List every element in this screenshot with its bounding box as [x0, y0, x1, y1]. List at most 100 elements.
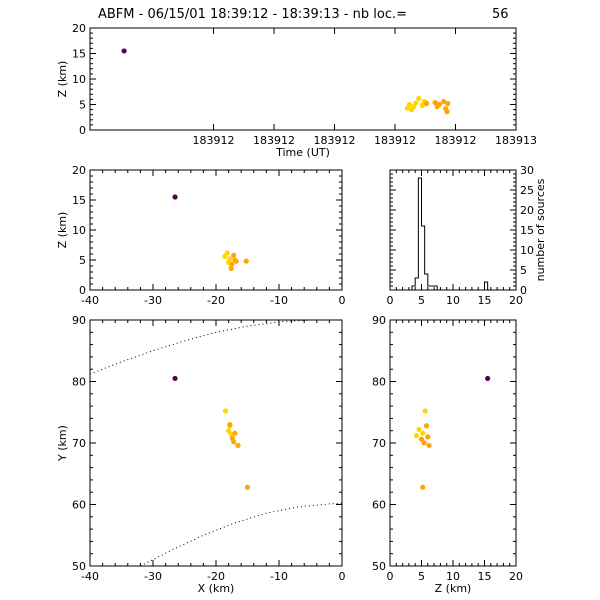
source-point: [421, 440, 427, 446]
x-tick-label: 183912: [314, 134, 356, 147]
histogram-step-line: [390, 177, 516, 291]
x-tick-label: 15: [478, 294, 492, 307]
x-tick-label: -40: [81, 570, 99, 583]
source-point: [426, 442, 432, 449]
x-tick-label: 15: [478, 570, 492, 583]
source-point: [425, 434, 431, 440]
x-tick-label: -10: [270, 294, 288, 307]
source-point: [419, 102, 425, 109]
plot-frame: [89, 319, 343, 567]
source-point: [172, 194, 178, 200]
y-tick-label: 5: [79, 254, 86, 267]
source-count: 56: [492, 7, 509, 22]
y-axis-label: Y (km): [56, 425, 69, 462]
plot-frame: [89, 169, 343, 291]
y-tick-label: 5: [520, 264, 527, 277]
x-axis-label: X (km): [198, 582, 235, 595]
y-tick-label: 60: [372, 499, 386, 512]
y-tick-label: 15: [72, 194, 86, 207]
y-tick-label: 60: [72, 499, 86, 512]
y-axis-label: Z (km): [56, 212, 69, 249]
source-point: [172, 375, 178, 382]
y-axis-label: Z (km): [56, 61, 69, 98]
source-point: [231, 252, 237, 258]
x-tick-label: 0: [387, 570, 394, 583]
source-point: [226, 428, 232, 434]
source-point: [228, 265, 234, 271]
x-tick-label: 20: [509, 570, 523, 583]
y-tick-label: 50: [372, 560, 386, 573]
x-tick-label: 5: [418, 570, 425, 583]
y-tick-label: 20: [520, 204, 534, 217]
x-tick-label: 183912: [374, 134, 416, 147]
source-point: [224, 250, 230, 256]
source-point: [406, 101, 413, 108]
panel-x-y: 50 60 70 80 90 -40 -30 -20 -10 0 X (km) Y (km): [56, 314, 346, 595]
y-tick-label: 0: [79, 124, 86, 137]
y-tick-label: 25: [520, 184, 534, 197]
x-tick-label: 10: [446, 294, 460, 307]
panel-z-y: 50 60 70 80 90 0 5 10 15 20 Z (km): [372, 314, 523, 595]
figure-title: ABFM - 06/15/01 18:39:12 - 18:39:13 - nb…: [98, 7, 407, 22]
source-point: [121, 48, 127, 54]
source-point: [229, 261, 235, 267]
y-tick-label: 90: [372, 314, 386, 327]
source-point: [423, 100, 430, 107]
source-point: [232, 430, 238, 436]
source-point: [444, 109, 450, 115]
dotted-range-ring: [89, 319, 311, 375]
x-tick-label: 183912: [435, 134, 477, 147]
source-point: [244, 484, 251, 490]
panel-x-z: 0 5 10 15 20 -40 -30 -20 -10 0 Z (km): [56, 164, 346, 307]
y-tick-label: 5: [79, 99, 86, 112]
x-tick-label: 183913: [495, 134, 537, 147]
source-point: [436, 101, 442, 108]
plot-frame: [389, 319, 517, 567]
source-point: [420, 430, 426, 436]
panel-time-height: 0 5 10 15 20 183912 183912 183912 183912 183912 18…: [56, 22, 537, 159]
source-point: [432, 99, 438, 106]
y-tick-label: 90: [72, 314, 86, 327]
y-tick-label: 10: [72, 224, 86, 237]
x-tick-label: -30: [144, 570, 162, 583]
source-point: [440, 98, 447, 105]
y-tick-label: 15: [72, 48, 86, 61]
source-point: [445, 100, 451, 107]
x-axis-label: Z (km): [435, 582, 472, 595]
source-point: [416, 95, 422, 101]
x-tick-label: 5: [418, 294, 425, 307]
y-tick-label: 0: [79, 284, 86, 297]
source-point: [413, 100, 419, 106]
plot-frame: [89, 27, 517, 131]
x-tick-label: 183912: [253, 134, 295, 147]
x-tick-label: 10: [446, 570, 460, 583]
plot-frame: [389, 169, 517, 291]
x-tick-label: -10: [270, 570, 288, 583]
y-tick-label: 70: [372, 437, 386, 450]
source-point: [243, 258, 249, 264]
x-tick-label: -20: [207, 294, 225, 307]
y-tick-label: 80: [72, 376, 86, 389]
x-tick-label: 183912: [193, 134, 235, 147]
y-tick-label: 50: [72, 560, 86, 573]
source-point: [413, 433, 420, 439]
source-point: [423, 423, 430, 429]
source-point: [422, 408, 428, 414]
y-tick-label: 30: [520, 164, 534, 177]
y-tick-label: 20: [72, 22, 86, 35]
y-tick-label: 10: [72, 73, 86, 86]
x-tick-label: 0: [339, 294, 346, 307]
x-tick-label: -20: [207, 570, 225, 583]
source-point: [420, 484, 426, 490]
x-tick-label: 20: [509, 294, 523, 307]
source-point: [231, 439, 237, 445]
x-axis-label: Time (UT): [275, 146, 330, 159]
x-tick-label: -40: [81, 294, 99, 307]
y-tick-label: 10: [520, 244, 534, 257]
y-tick-label: 20: [72, 164, 86, 177]
y-tick-label: 80: [372, 376, 386, 389]
x-tick-label: 0: [387, 294, 394, 307]
x-tick-label: -30: [144, 294, 162, 307]
